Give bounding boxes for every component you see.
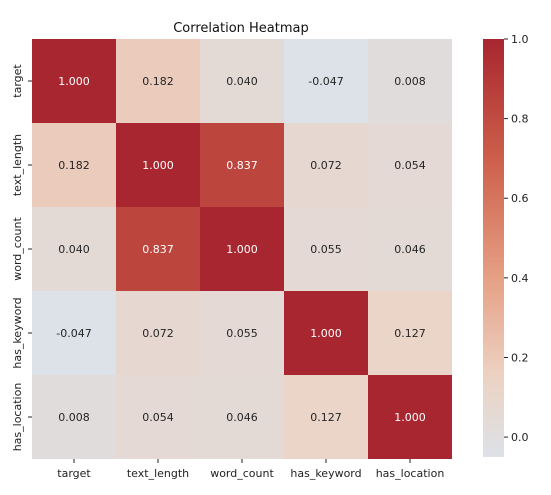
cell-value-label: 0.182 (142, 75, 174, 88)
cell-value-label: 0.127 (310, 411, 342, 424)
cell-value-label: 1.000 (310, 327, 342, 340)
colorbar: 0.0 0.2 0.4 0.6 0.8 1.0 (483, 33, 529, 457)
cell-value-label: 0.008 (58, 411, 90, 424)
cell-value-label: 1.000 (394, 411, 426, 424)
cell-value-label: 0.054 (394, 159, 426, 172)
cell-value-label: 0.072 (310, 159, 342, 172)
colorbar-tick-label: 1.0 (511, 33, 529, 46)
cell-value-label: 0.008 (394, 75, 426, 88)
cell-value-label: 0.127 (394, 327, 426, 340)
colorbar-tick-label: 0.4 (511, 272, 529, 285)
cell-value-label: 0.054 (142, 411, 174, 424)
colorbar-tick-label: 0.6 (511, 192, 529, 205)
cell-value-label: 0.072 (142, 327, 174, 340)
column-tick-label-word_count: word_count (210, 467, 274, 480)
cell-value-label: 0.837 (142, 243, 174, 256)
column-tick-label-has_location: has_location (376, 467, 445, 480)
cell-value-label: -0.047 (308, 75, 343, 88)
column-tick-label-target: target (57, 467, 91, 480)
cell-value-label: 0.040 (58, 243, 90, 256)
chart-title: Correlation Heatmap (173, 21, 309, 36)
heatmap-cells: 1.000 0.182 0.040 -0.047 0.008 0.182 1.000 0.83… (32, 39, 452, 459)
cell-value-label: 0.040 (226, 75, 258, 88)
cell-value-label: 0.837 (226, 159, 258, 172)
cell-value-label: 1.000 (58, 75, 90, 88)
cell-value-label: 1.000 (142, 159, 174, 172)
column-tick-label-has_keyword: has_keyword (290, 467, 361, 480)
row-tick-label-text_length: text_length (11, 134, 24, 196)
cell-value-label: -0.047 (56, 327, 91, 340)
colorbar-gradient (483, 39, 504, 457)
column-tick-labels: target text_length word_count has_keyword ha… (57, 459, 444, 480)
cell-value-label: 0.055 (310, 243, 342, 256)
row-tick-label-word_count: word_count (11, 217, 24, 281)
cell-value-label: 0.055 (226, 327, 258, 340)
column-tick-label-text_length: text_length (127, 467, 189, 480)
cell-value-label: 0.046 (226, 411, 258, 424)
row-tick-label-has_keyword: has_keyword (11, 297, 24, 368)
row-tick-label-target: target (11, 64, 24, 98)
row-tick-label-has_location: has_location (11, 383, 24, 452)
cell-value-label: 1.000 (226, 243, 258, 256)
colorbar-tick-label: 0.8 (511, 113, 529, 126)
colorbar-tick-label: 0.2 (511, 351, 529, 364)
row-tick-labels: target text_length word_count has_keywordha… (11, 64, 32, 452)
colorbar-tick-label: 0.0 (511, 431, 529, 444)
cell-value-label: 0.046 (394, 243, 426, 256)
cell-value-label: 0.182 (58, 159, 90, 172)
